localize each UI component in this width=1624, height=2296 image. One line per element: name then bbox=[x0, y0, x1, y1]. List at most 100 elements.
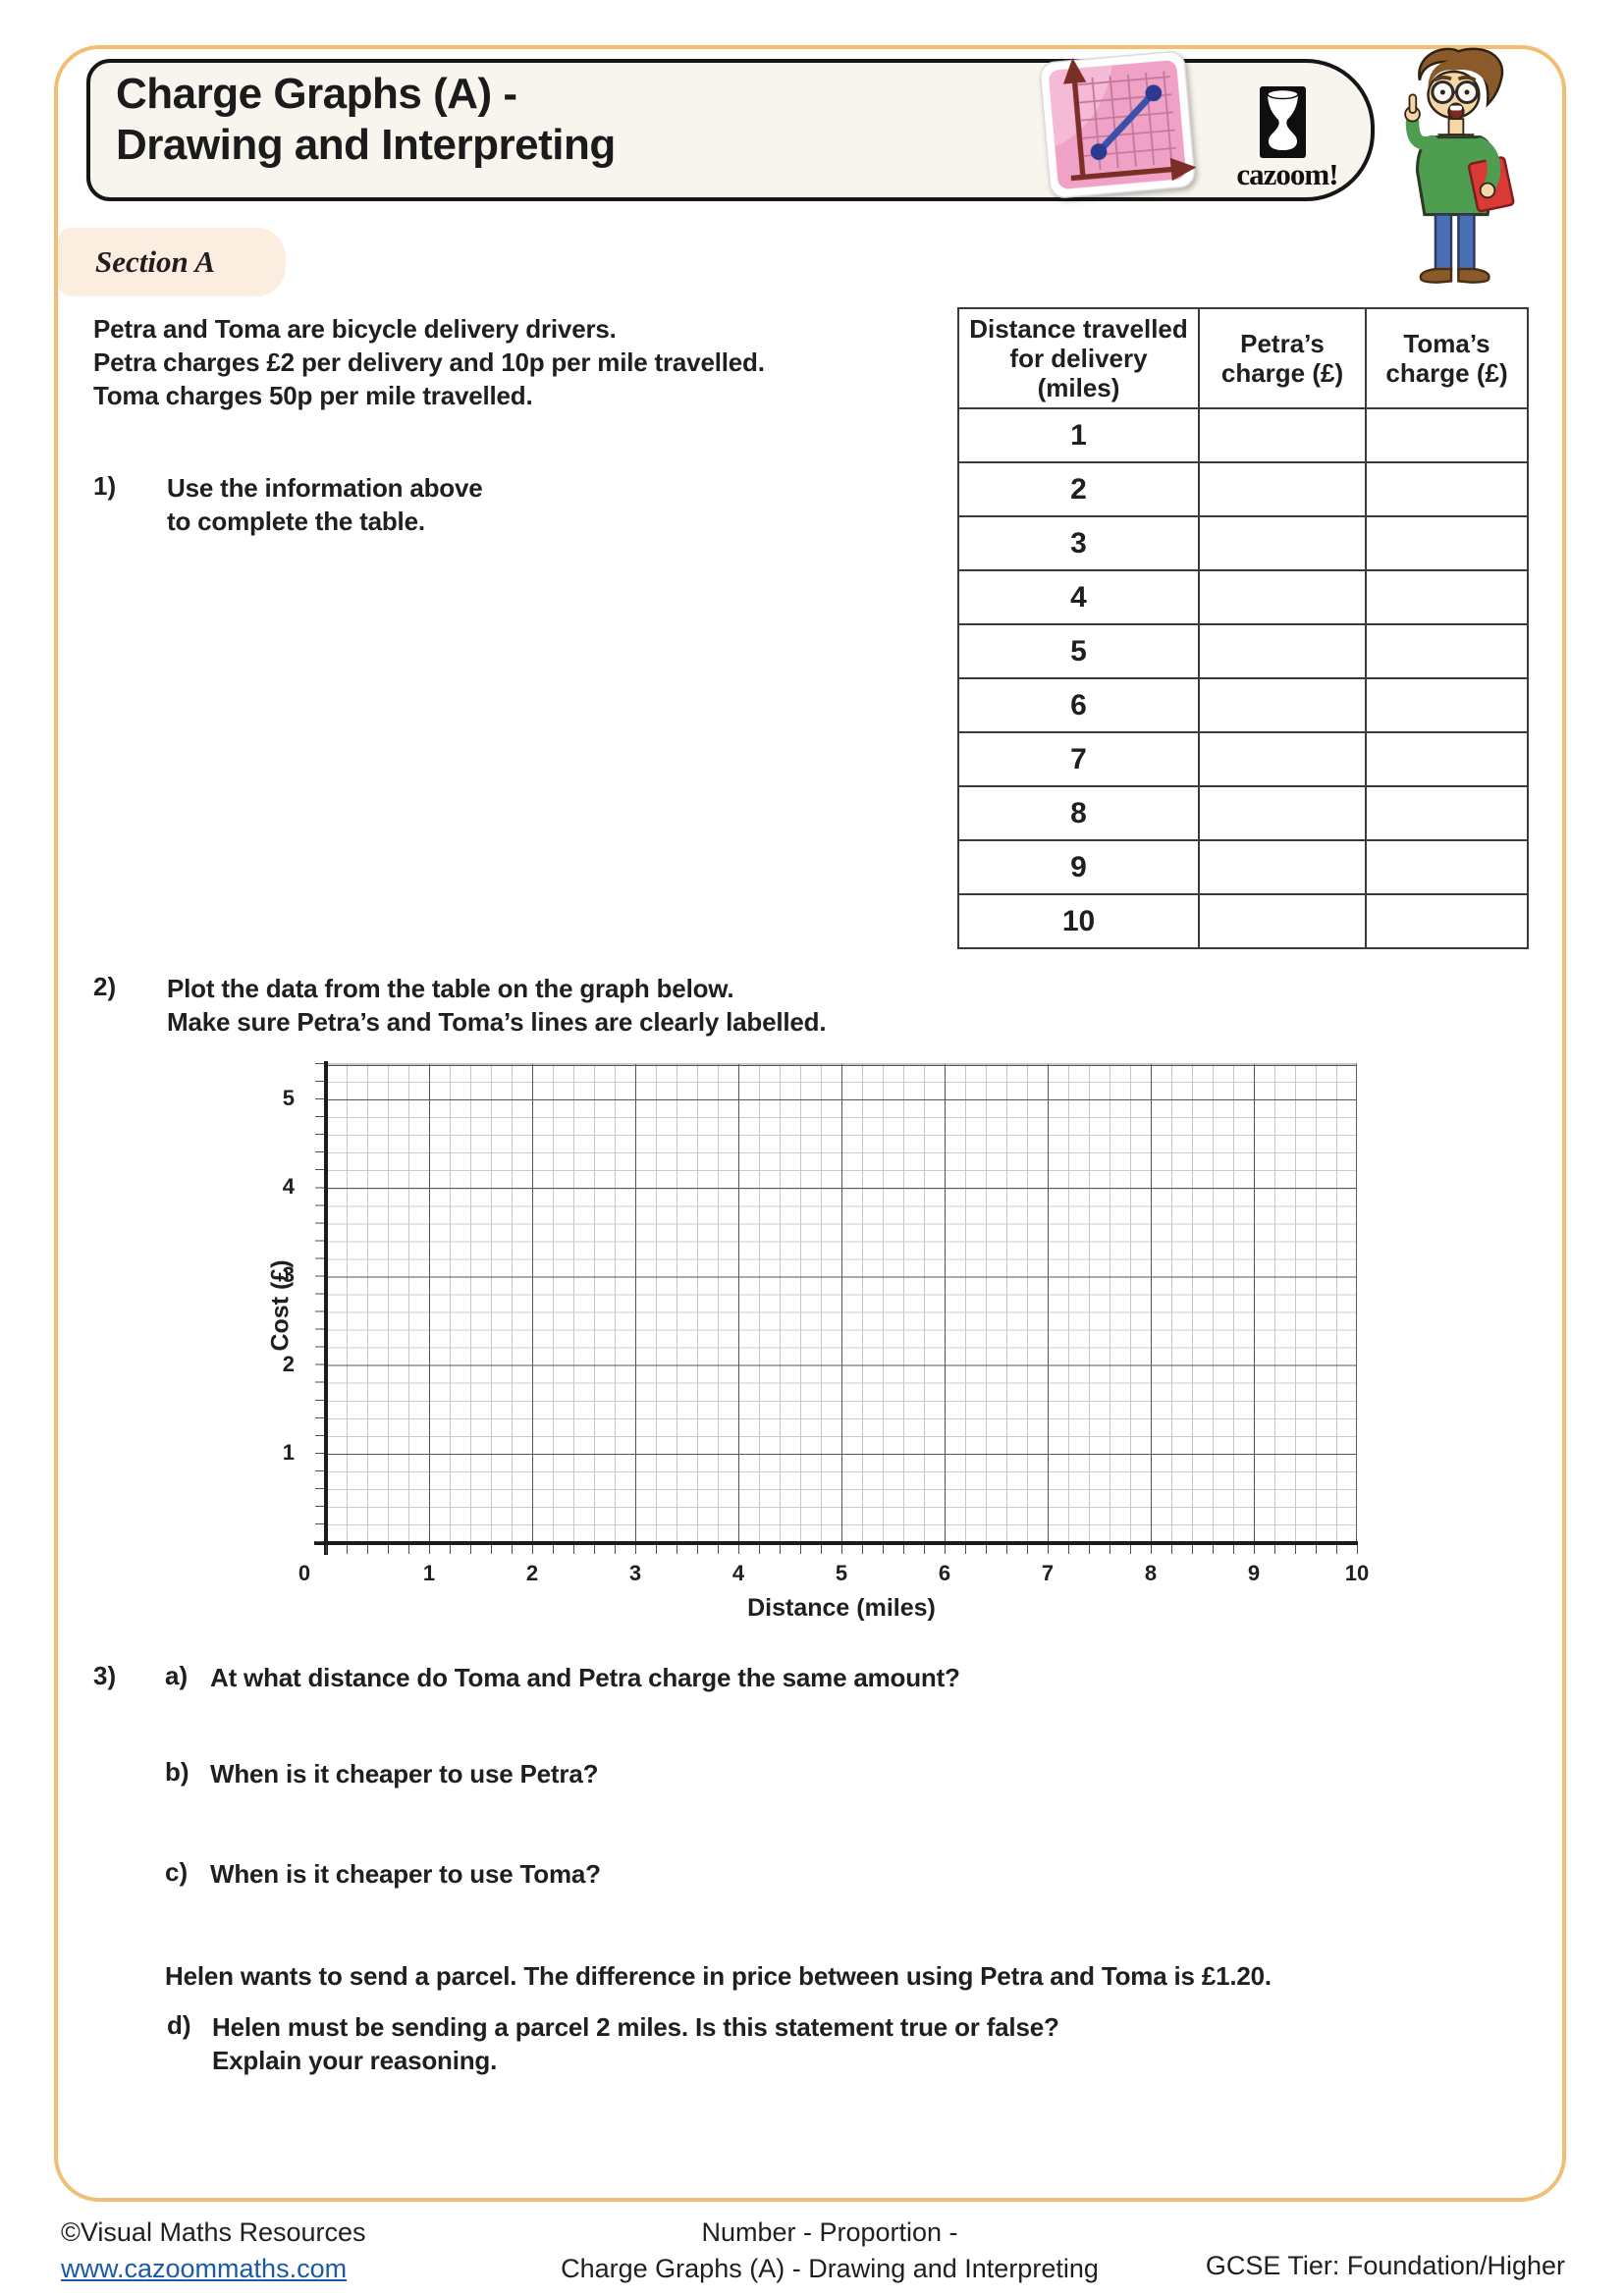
q1-text: Use the information above to complete th… bbox=[167, 471, 483, 538]
footer-topic-line2: Charge Graphs (A) - Drawing and Interpre… bbox=[561, 2254, 1099, 2283]
x-tick-labels: 0 1 2 3 4 5 6 7 8 9 10 bbox=[298, 1561, 1369, 1588]
page-title: Charge Graphs (A) - Drawing and Interpre… bbox=[116, 69, 616, 171]
distance-cell: 6 bbox=[957, 677, 1200, 733]
y-axis-line bbox=[324, 1061, 328, 1555]
section-a-label: Section A bbox=[95, 244, 216, 279]
q2-line1: Plot the data from the table on the grap… bbox=[167, 974, 734, 1003]
line-graph-sticker-icon bbox=[1037, 45, 1198, 205]
distance-cell: 2 bbox=[957, 461, 1200, 517]
page-border-frame bbox=[54, 45, 1566, 2202]
distance-cell: 3 bbox=[957, 515, 1200, 571]
x-tick-label: 9 bbox=[1247, 1561, 1261, 1585]
y-axis-title: Cost (£) bbox=[266, 1259, 295, 1352]
petra-charge-cell bbox=[1198, 407, 1367, 463]
header-petra-charge: Petra’s charge (£) bbox=[1198, 307, 1367, 409]
charges-table: Distance travelled for delivery (miles) … bbox=[957, 307, 1529, 949]
toma-charge-cell bbox=[1365, 569, 1529, 625]
x-axis-line bbox=[314, 1541, 1358, 1545]
cazoom-goblet-icon bbox=[1260, 86, 1306, 158]
x-axis-title: Distance (miles) bbox=[747, 1594, 936, 1622]
q3-number: 3) bbox=[93, 1661, 117, 1690]
y-tick-label: 1 bbox=[282, 1440, 295, 1465]
table-row: 4 bbox=[957, 569, 1529, 625]
distance-cell: 8 bbox=[957, 785, 1200, 841]
x-tick-label: 0 bbox=[298, 1561, 311, 1585]
toma-charge-cell bbox=[1365, 677, 1529, 733]
distance-cell: 5 bbox=[957, 623, 1200, 679]
distance-cell: 1 bbox=[957, 407, 1200, 463]
page-title-line1: Charge Graphs (A) - bbox=[116, 70, 517, 118]
q3c-label: c) bbox=[165, 1857, 189, 1887]
petra-charge-cell bbox=[1198, 731, 1367, 787]
x-tick-label: 1 bbox=[422, 1561, 436, 1585]
y-axis-ticks bbox=[315, 1063, 324, 1542]
q2-line2: Make sure Petra’s and Toma’s lines are c… bbox=[167, 1007, 827, 1037]
cazoom-wordmark: cazoom! bbox=[1236, 157, 1338, 191]
petra-charge-cell bbox=[1198, 623, 1367, 679]
table-row: 1 bbox=[957, 407, 1529, 463]
q3d-label: d) bbox=[167, 2010, 191, 2040]
x-tick-label: 5 bbox=[835, 1561, 848, 1585]
copyright-text: ©Visual Maths Resources bbox=[61, 2217, 366, 2247]
toma-charge-cell bbox=[1365, 893, 1529, 949]
x-tick-label: 8 bbox=[1144, 1561, 1158, 1585]
intro-line1: Petra and Toma are bicycle delivery driv… bbox=[93, 314, 617, 344]
q3d-line1: Helen must be sending a parcel 2 miles. … bbox=[212, 2012, 1059, 2042]
y-tick-label: 3 bbox=[282, 1262, 295, 1287]
table-row: 9 bbox=[957, 839, 1529, 895]
toma-charge-cell bbox=[1365, 515, 1529, 571]
petra-charge-cell bbox=[1198, 461, 1367, 517]
toma-charge-cell bbox=[1365, 731, 1529, 787]
table-row: 5 bbox=[957, 623, 1529, 679]
q3a-text: At what distance do Toma and Petra charg… bbox=[210, 1663, 960, 1692]
x-tick-label: 6 bbox=[938, 1561, 951, 1585]
header-toma-charge: Toma’s charge (£) bbox=[1365, 307, 1529, 409]
toma-charge-cell bbox=[1365, 623, 1529, 679]
q3a-label: a) bbox=[165, 1661, 189, 1690]
intro-text: Petra and Toma are bicycle delivery driv… bbox=[93, 312, 765, 412]
distance-cell: 9 bbox=[957, 839, 1200, 895]
page-title-line2: Drawing and Interpreting bbox=[116, 121, 616, 169]
y-tick-label: 4 bbox=[282, 1174, 295, 1199]
x-tick-label: 3 bbox=[628, 1561, 642, 1585]
petra-charge-cell bbox=[1198, 785, 1367, 841]
footer-tier: GCSE Tier: Foundation/Higher bbox=[1205, 2251, 1565, 2280]
footer-center: Number - Proportion - Charge Graphs (A) … bbox=[339, 2215, 1321, 2287]
y-tick-label: 5 bbox=[282, 1086, 295, 1110]
q3b-label: b) bbox=[165, 1757, 189, 1787]
petra-charge-cell bbox=[1198, 569, 1367, 625]
q3c-text: When is it cheaper to use Toma? bbox=[210, 1859, 601, 1889]
distance-cell: 4 bbox=[957, 569, 1200, 625]
plot-grid bbox=[326, 1063, 1357, 1541]
header-distance: Distance travelled for delivery (miles) bbox=[957, 307, 1200, 409]
petra-charge-cell bbox=[1198, 893, 1367, 949]
q2-number: 2) bbox=[93, 972, 117, 1001]
x-tick-label: 7 bbox=[1041, 1561, 1055, 1585]
table-row: 8 bbox=[957, 785, 1529, 841]
table-row: 3 bbox=[957, 515, 1529, 571]
petra-charge-cell bbox=[1198, 839, 1367, 895]
section-a-pill: Section A bbox=[58, 228, 286, 296]
q3d-text: Helen must be sending a parcel 2 miles. … bbox=[212, 2010, 1059, 2077]
y-tick-labels: 5 4 3 2 1 bbox=[236, 1063, 310, 1541]
q1-line2: to complete the table. bbox=[167, 507, 425, 536]
y-tick-label: 2 bbox=[282, 1352, 295, 1376]
x-tick-label: 2 bbox=[525, 1561, 539, 1585]
distance-cell: 7 bbox=[957, 731, 1200, 787]
q1-number: 1) bbox=[93, 471, 117, 501]
footer-topic-line1: Number - Proportion - bbox=[701, 2217, 958, 2247]
petra-charge-cell bbox=[1198, 515, 1367, 571]
teacher-mascot-illustration bbox=[1379, 43, 1524, 287]
website-link[interactable]: www.cazoommaths.com bbox=[61, 2254, 348, 2283]
x-tick-label: 4 bbox=[731, 1561, 745, 1585]
toma-charge-cell bbox=[1365, 407, 1529, 463]
distance-cell: 10 bbox=[957, 893, 1200, 949]
table-row: 2 bbox=[957, 461, 1529, 517]
table-header-row: Distance travelled for delivery (miles) … bbox=[957, 307, 1529, 409]
table-row: 10 bbox=[957, 893, 1529, 949]
x-axis-ticks bbox=[326, 1545, 1358, 1554]
q3b-text: When is it cheaper to use Petra? bbox=[210, 1759, 599, 1789]
toma-charge-cell bbox=[1365, 839, 1529, 895]
q1-line1: Use the information above bbox=[167, 473, 483, 503]
